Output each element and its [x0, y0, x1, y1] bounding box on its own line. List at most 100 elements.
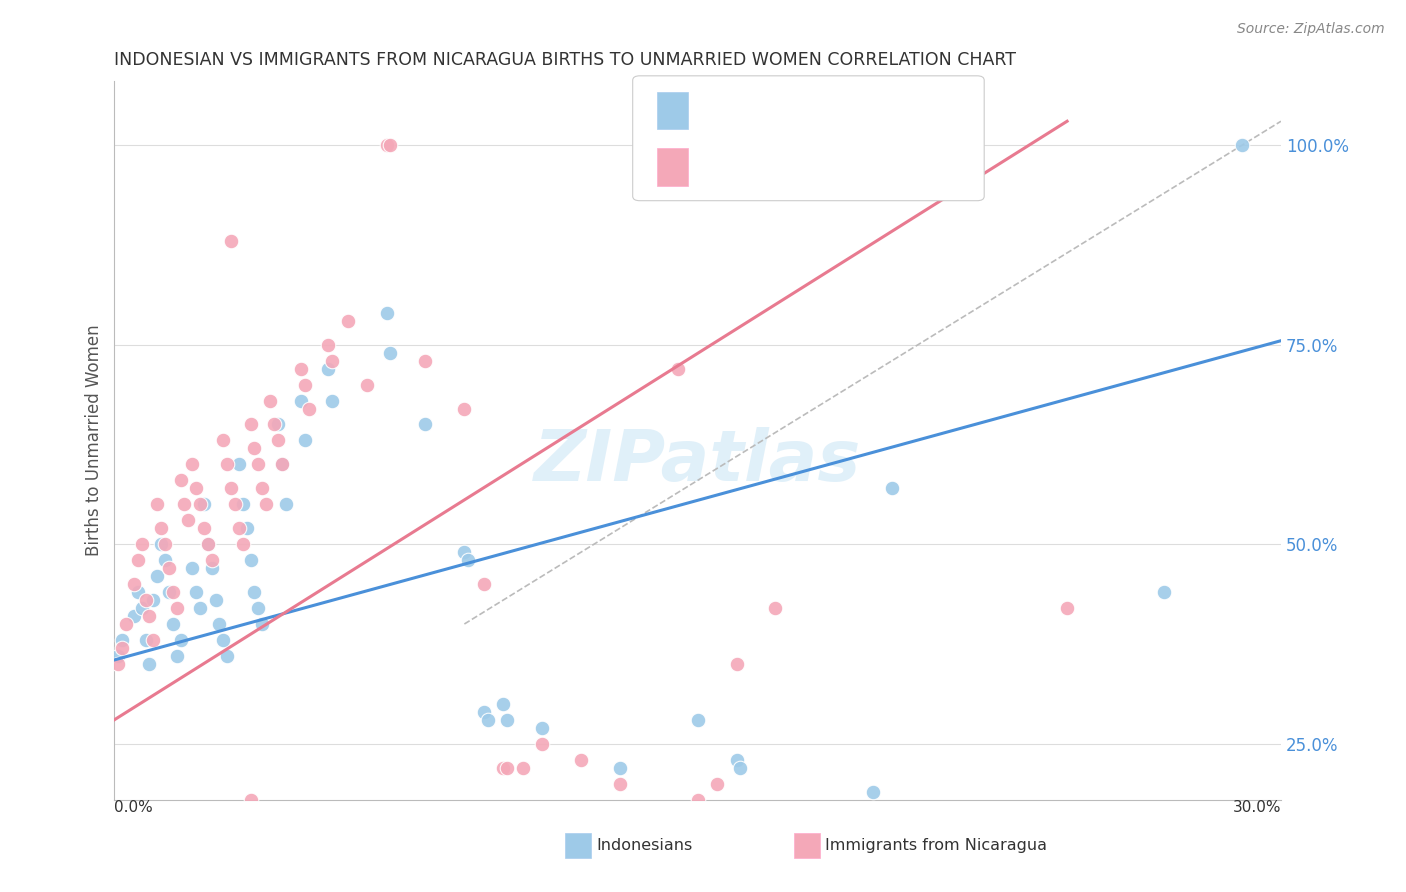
Point [531, 737, 554, 751]
Point [166, 648, 188, 663]
Point [153, 537, 176, 551]
Point [239, 417, 262, 432]
Text: 0.0%: 0.0% [114, 799, 153, 814]
Y-axis label: Births to Unmarried Women: Births to Unmarried Women [86, 325, 103, 557]
Point [111, 632, 134, 647]
Point [150, 537, 173, 551]
Point [201, 553, 224, 567]
Point [138, 609, 160, 624]
Point [725, 657, 748, 671]
Text: ZIPatlas: ZIPatlas [534, 427, 862, 497]
Point [173, 497, 195, 511]
Point [169, 632, 191, 647]
Point [725, 753, 748, 767]
Point [204, 593, 226, 607]
Point [496, 713, 519, 727]
Point [197, 537, 219, 551]
Point [217, 648, 239, 663]
Point [267, 434, 290, 448]
Point [1230, 138, 1253, 153]
Point [208, 617, 231, 632]
Point [321, 393, 343, 408]
Point [706, 776, 728, 790]
Point [166, 601, 188, 615]
Point [228, 521, 250, 535]
Point [263, 417, 285, 432]
Text: N = 69: N = 69 [804, 158, 866, 176]
Point [298, 401, 321, 416]
Text: N = 58: N = 58 [804, 102, 866, 120]
Point [224, 497, 246, 511]
Point [254, 497, 277, 511]
Point [730, 761, 752, 775]
Point [356, 377, 378, 392]
Point [107, 648, 129, 663]
Text: Immigrants from Nicaragua: Immigrants from Nicaragua [825, 838, 1047, 853]
Point [153, 553, 176, 567]
Point [477, 713, 499, 727]
Point [239, 553, 262, 567]
Point [472, 705, 495, 719]
Point [783, 880, 806, 892]
Point [177, 513, 200, 527]
Point [122, 577, 145, 591]
Point [316, 361, 339, 376]
Point [228, 458, 250, 472]
Point [862, 784, 884, 798]
Point [243, 442, 266, 456]
Point [162, 617, 184, 632]
Point [150, 521, 173, 535]
Point [157, 561, 180, 575]
Point [232, 497, 254, 511]
Point [415, 417, 437, 432]
Point [380, 345, 402, 359]
Point [290, 393, 312, 408]
Point [162, 585, 184, 599]
Text: R = 0.413: R = 0.413 [699, 102, 782, 120]
Point [294, 434, 316, 448]
Point [415, 353, 437, 368]
Point [686, 713, 709, 727]
Point [686, 792, 709, 806]
Point [146, 569, 169, 583]
Text: Source: ZipAtlas.com: Source: ZipAtlas.com [1237, 22, 1385, 37]
Point [457, 553, 479, 567]
Point [375, 306, 398, 320]
Point [212, 434, 235, 448]
Point [235, 521, 257, 535]
Text: INDONESIAN VS IMMIGRANTS FROM NICARAGUA BIRTHS TO UNMARRIED WOMEN CORRELATION CH: INDONESIAN VS IMMIGRANTS FROM NICARAGUA … [114, 51, 1017, 69]
Point [181, 561, 204, 575]
Point [142, 593, 165, 607]
Point [217, 458, 239, 472]
Text: R = 0.491: R = 0.491 [699, 158, 782, 176]
Point [184, 585, 207, 599]
Point [453, 545, 475, 559]
Point [531, 721, 554, 735]
Point [193, 497, 215, 511]
Point [107, 657, 129, 671]
Point [157, 585, 180, 599]
Point [247, 601, 270, 615]
Point [111, 640, 134, 655]
Point [127, 585, 149, 599]
Point [169, 474, 191, 488]
Point [146, 497, 169, 511]
Point [270, 458, 292, 472]
Point [201, 561, 224, 575]
Text: Indonesians: Indonesians [596, 838, 692, 853]
Point [184, 481, 207, 495]
Point [219, 481, 242, 495]
Point [250, 481, 273, 495]
Point [290, 361, 312, 376]
Point [131, 537, 153, 551]
Point [259, 393, 281, 408]
Point [232, 537, 254, 551]
Point [316, 337, 339, 351]
Point [512, 761, 534, 775]
Point [375, 138, 398, 153]
Point [181, 458, 204, 472]
Point [267, 417, 290, 432]
Point [131, 601, 153, 615]
Point [294, 377, 316, 392]
Point [239, 792, 262, 806]
